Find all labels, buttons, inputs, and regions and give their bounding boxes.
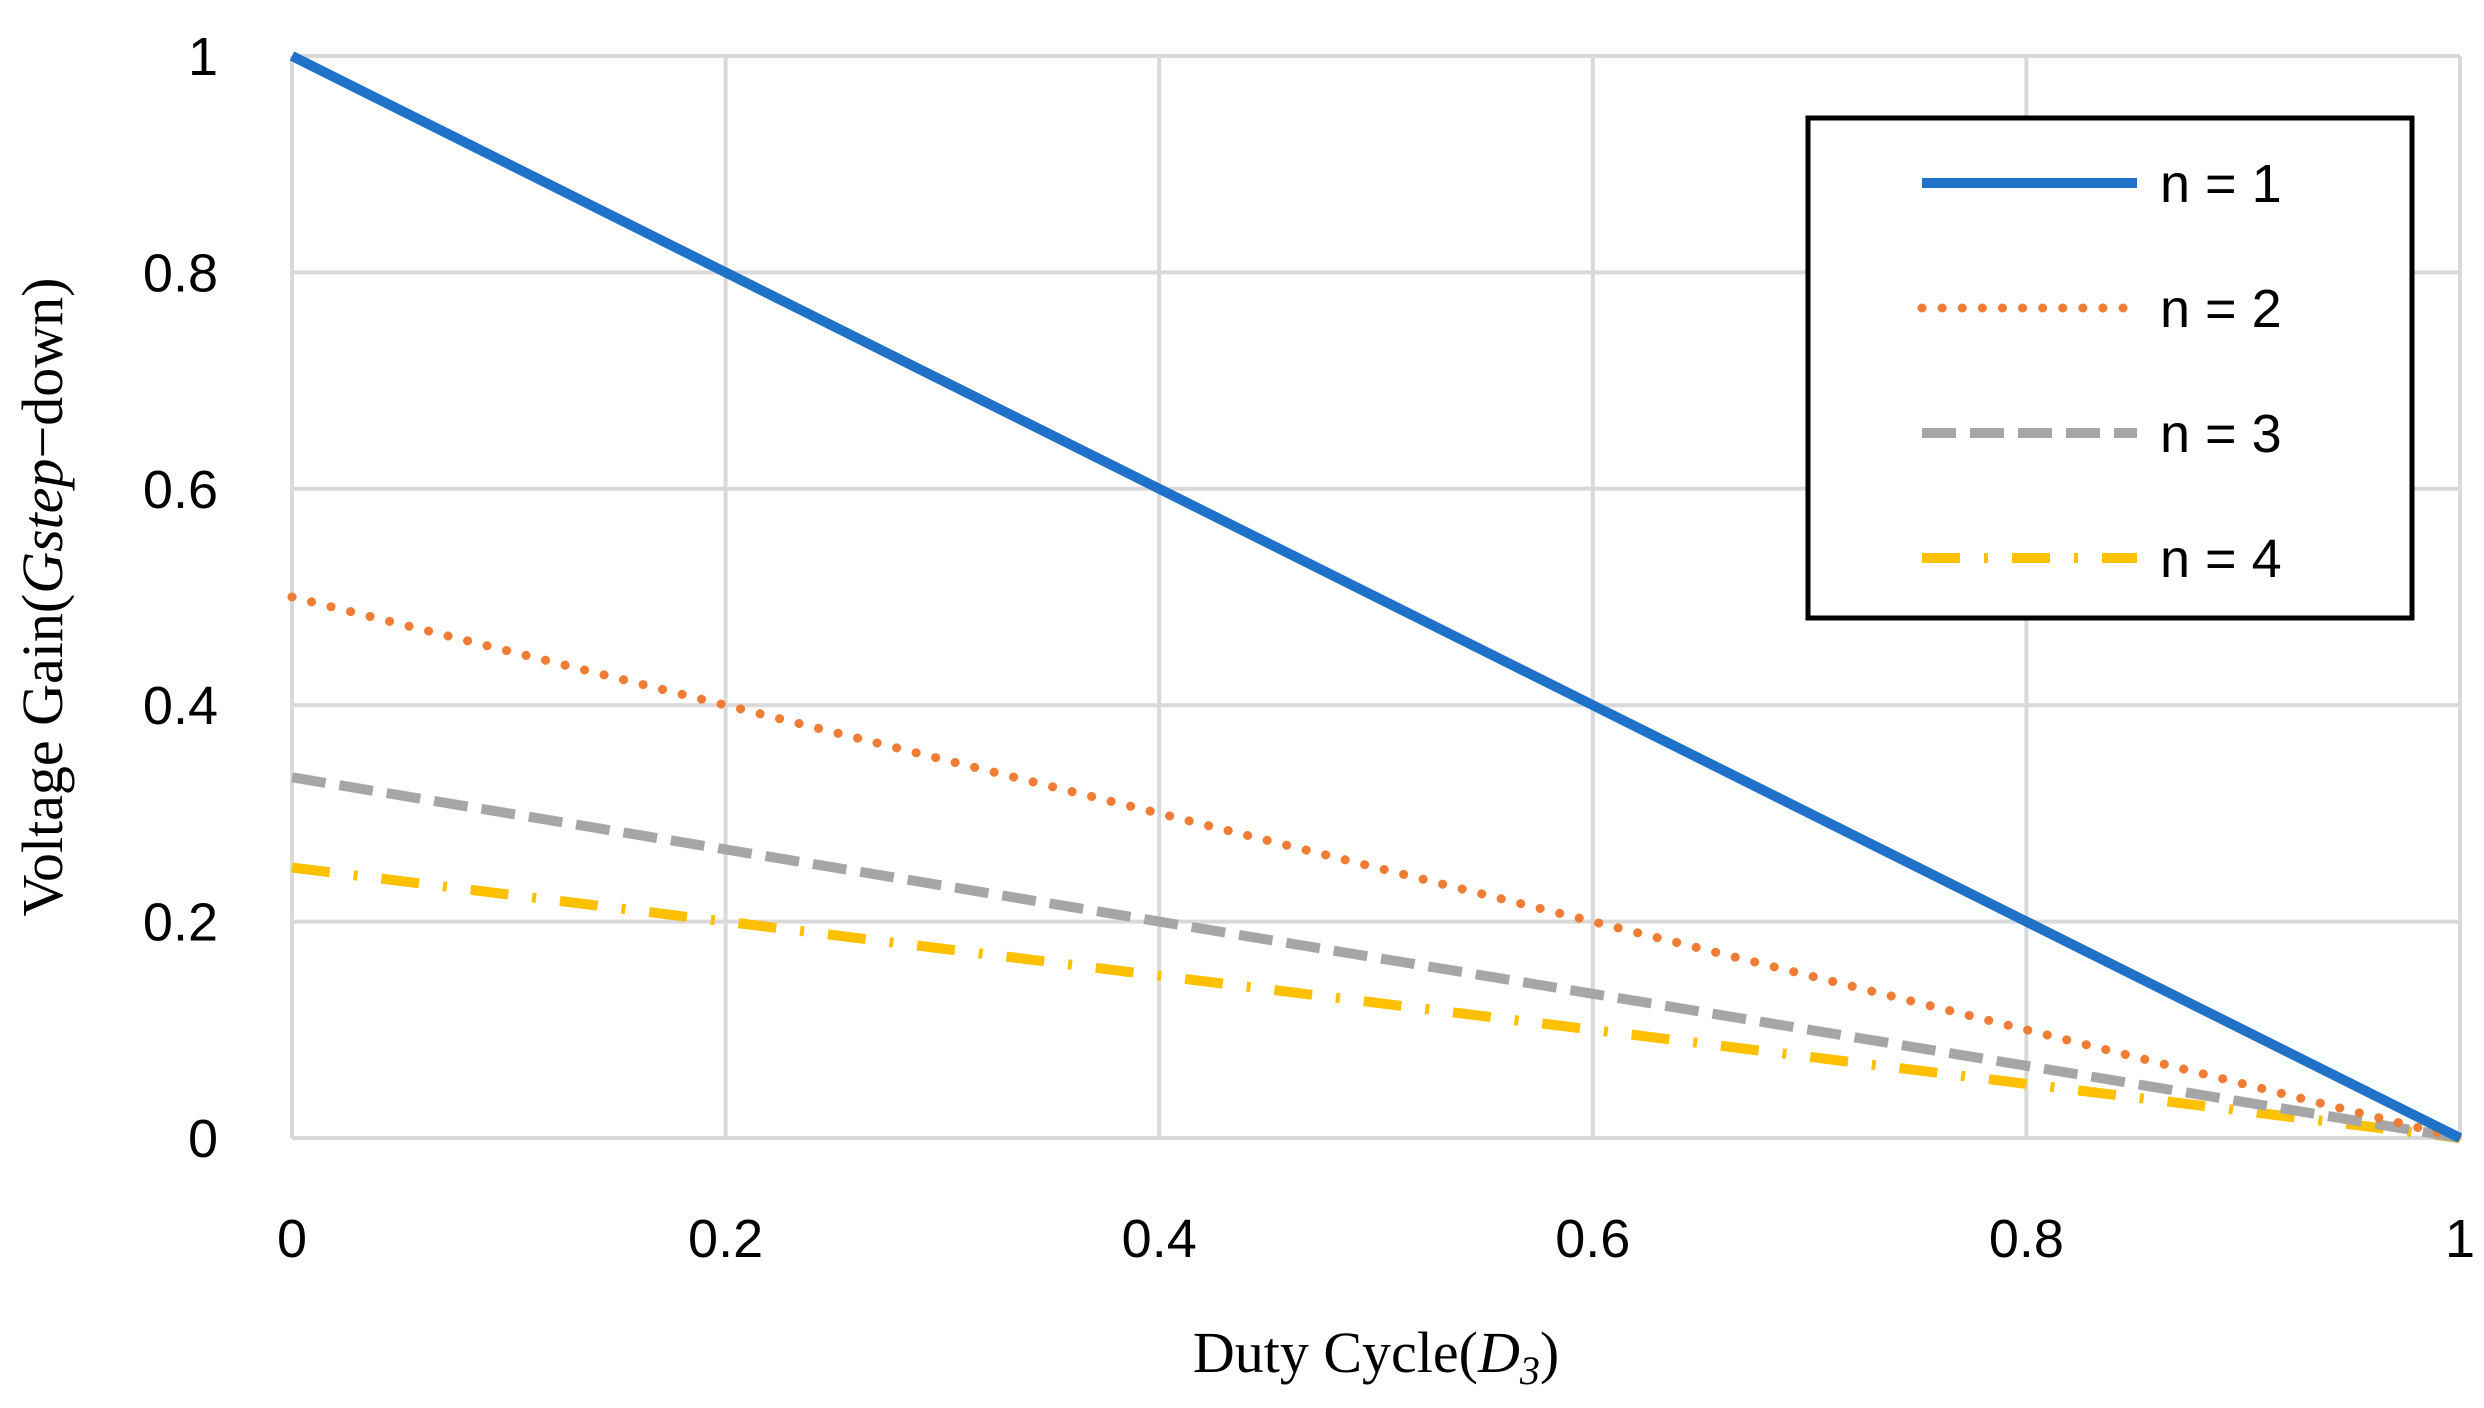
x-axis-title-variable: D: [1477, 1320, 1520, 1385]
x-axis-title-subscript: 3: [1519, 1348, 1540, 1393]
legend-box: [1805, 115, 2415, 621]
y-axis-title: Voltage Gain(Gstep−down): [10, 278, 75, 917]
legend: n = 1 n = 2 n = 3 n = 4: [1805, 115, 2415, 621]
series-line-n-4: [291, 862, 2461, 1143]
y-axis-title-suffix: −down): [10, 278, 75, 459]
y-tick-label: 0.2: [143, 893, 218, 953]
x-tick-label: 0.4: [1122, 1209, 1197, 1269]
series-line-n-1: [289, 51, 2463, 1143]
y-axis-title-prefix: Voltage Gain(: [10, 594, 75, 917]
y-tick-label: 0.6: [143, 460, 218, 520]
series-layer: [287, 51, 2465, 1143]
legend-label: n = 3: [2160, 404, 2282, 464]
x-axis-title: Duty Cycle(D3): [1193, 1320, 1559, 1393]
x-axis-title-prefix: Duty Cycle(: [1193, 1320, 1478, 1385]
x-tick-label: 0: [277, 1209, 307, 1269]
y-tick-label: 0: [188, 1109, 218, 1169]
legend-label: n = 1: [2160, 154, 2282, 214]
tick-labels: 0 0.2 0.4 0.6 0.8 1 0 0.2 0.4 0.6 0.8 1: [143, 27, 2475, 1269]
y-tick-label: 0.8: [143, 243, 218, 303]
x-tick-label: 1: [2445, 1209, 2475, 1269]
y-tick-label: 0.4: [143, 676, 218, 736]
x-tick-label: 0.6: [1555, 1209, 1630, 1269]
y-axis-title-variable: Gstep: [10, 458, 75, 593]
series-line-n-2: [287, 592, 2465, 1143]
series-line-n-3: [291, 772, 2461, 1143]
y-tick-label: 1: [188, 27, 218, 87]
legend-label: n = 2: [2160, 279, 2282, 339]
x-tick-label: 0.8: [1989, 1209, 2064, 1269]
x-tick-label: 0.2: [688, 1209, 763, 1269]
x-axis-title-suffix: ): [1540, 1320, 1559, 1385]
legend-label: n = 4: [2160, 529, 2282, 589]
